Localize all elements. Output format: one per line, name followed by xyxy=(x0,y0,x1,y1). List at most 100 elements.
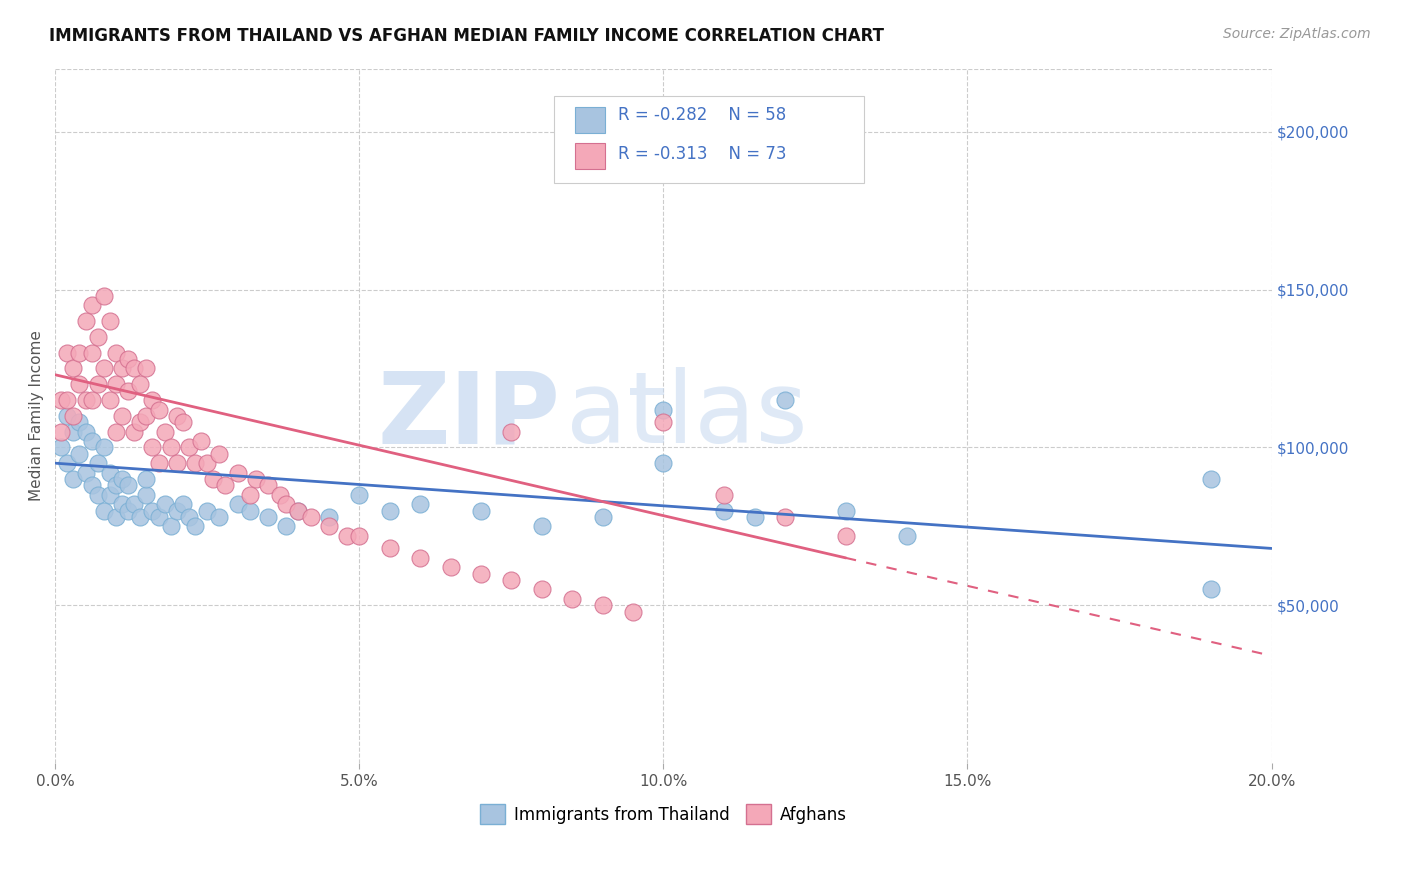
Point xyxy=(652,402,675,417)
Point xyxy=(93,289,115,303)
Text: R = -0.282    N = 58: R = -0.282 N = 58 xyxy=(619,106,786,124)
Point xyxy=(349,488,371,502)
Text: R = -0.313    N = 73: R = -0.313 N = 73 xyxy=(619,145,787,163)
Point xyxy=(349,529,371,543)
Point xyxy=(184,519,207,533)
Point xyxy=(378,541,401,556)
Point xyxy=(592,509,614,524)
Point xyxy=(129,415,152,429)
Point xyxy=(159,441,181,455)
Point xyxy=(75,466,97,480)
Point xyxy=(744,509,766,524)
Point xyxy=(153,425,176,439)
Point xyxy=(51,441,73,455)
Point xyxy=(122,425,145,439)
Point xyxy=(93,361,115,376)
Point xyxy=(409,497,432,511)
Point xyxy=(835,503,858,517)
Point xyxy=(177,441,200,455)
Point xyxy=(166,409,188,423)
Text: Source: ZipAtlas.com: Source: ZipAtlas.com xyxy=(1223,27,1371,41)
Bar xyxy=(575,107,605,133)
Point xyxy=(98,392,121,407)
Point xyxy=(56,409,79,423)
Point xyxy=(195,456,218,470)
Point xyxy=(56,456,79,470)
Point xyxy=(93,441,115,455)
Point xyxy=(75,392,97,407)
Point xyxy=(117,351,139,366)
Point xyxy=(172,497,194,511)
Point xyxy=(135,361,157,376)
Point xyxy=(409,550,432,565)
Point xyxy=(177,509,200,524)
Point xyxy=(69,345,91,359)
Point xyxy=(117,478,139,492)
Point xyxy=(117,503,139,517)
Point xyxy=(202,472,225,486)
Point xyxy=(148,402,170,417)
Point xyxy=(470,503,492,517)
Point xyxy=(87,330,110,344)
Point xyxy=(239,503,262,517)
Point xyxy=(104,377,127,392)
Point xyxy=(87,456,110,470)
Point xyxy=(56,345,79,359)
Point xyxy=(318,519,340,533)
Point xyxy=(104,425,127,439)
Point xyxy=(129,509,152,524)
Point xyxy=(80,298,103,312)
Point xyxy=(153,497,176,511)
Point xyxy=(195,503,218,517)
Point xyxy=(299,509,322,524)
Point xyxy=(135,409,157,423)
Point xyxy=(62,472,84,486)
Point xyxy=(501,573,523,587)
Point xyxy=(276,519,298,533)
Point xyxy=(104,478,127,492)
Point xyxy=(75,314,97,328)
Point xyxy=(56,392,79,407)
Point xyxy=(652,415,675,429)
Point xyxy=(269,488,291,502)
Point xyxy=(190,434,212,448)
Point xyxy=(896,529,918,543)
Point xyxy=(80,345,103,359)
Point xyxy=(239,488,262,502)
Point xyxy=(208,509,231,524)
Point xyxy=(141,441,163,455)
Point xyxy=(621,605,644,619)
Point xyxy=(62,361,84,376)
Point xyxy=(226,497,249,511)
Point xyxy=(336,529,359,543)
Point xyxy=(80,392,103,407)
Point xyxy=(104,345,127,359)
Point xyxy=(214,478,236,492)
Point xyxy=(470,566,492,581)
Point xyxy=(69,447,91,461)
Point xyxy=(439,560,461,574)
Point xyxy=(166,503,188,517)
Point xyxy=(501,425,523,439)
Point xyxy=(87,377,110,392)
Point xyxy=(257,509,280,524)
Point xyxy=(530,582,553,597)
Point xyxy=(773,509,796,524)
Point xyxy=(318,509,340,524)
Point xyxy=(257,478,280,492)
Point xyxy=(98,466,121,480)
Point xyxy=(835,529,858,543)
Point xyxy=(80,434,103,448)
Point xyxy=(287,503,309,517)
Point xyxy=(122,361,145,376)
Point xyxy=(378,503,401,517)
Point xyxy=(51,392,73,407)
Point xyxy=(141,503,163,517)
Point xyxy=(1199,472,1222,486)
Point xyxy=(93,503,115,517)
Bar xyxy=(575,143,605,169)
Point xyxy=(166,456,188,470)
Point xyxy=(226,466,249,480)
Legend: Immigrants from Thailand, Afghans: Immigrants from Thailand, Afghans xyxy=(481,804,846,824)
Point xyxy=(208,447,231,461)
